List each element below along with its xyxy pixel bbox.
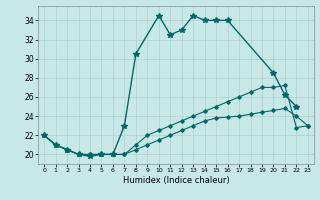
X-axis label: Humidex (Indice chaleur): Humidex (Indice chaleur) <box>123 176 229 185</box>
